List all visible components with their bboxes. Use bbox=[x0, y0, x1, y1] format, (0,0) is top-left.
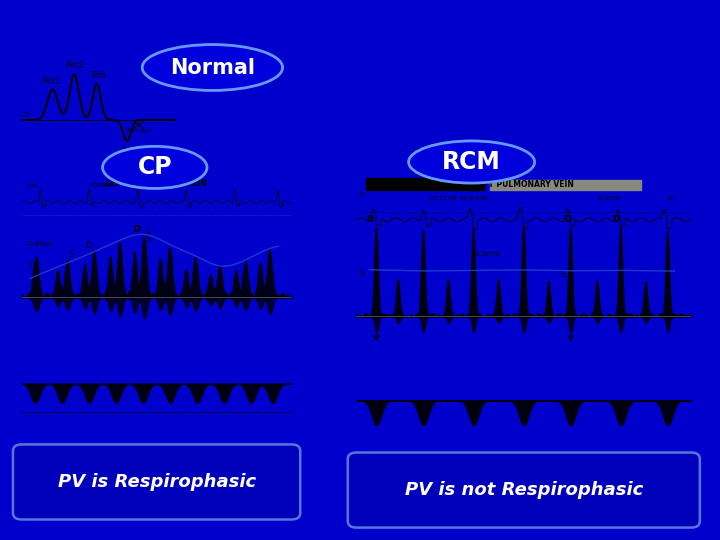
Text: D: D bbox=[366, 215, 374, 224]
Text: Normal: Normal bbox=[170, 57, 255, 78]
Text: D: D bbox=[564, 215, 571, 224]
Text: OE:21 PM  07-JUN-98: OE:21 PM 07-JUN-98 bbox=[430, 197, 487, 201]
Text: ↑: ↑ bbox=[27, 262, 33, 268]
Text: PV is Respirophasic: PV is Respirophasic bbox=[58, 473, 256, 491]
Text: D: D bbox=[24, 112, 29, 118]
Text: LEFT PULMONARY VEIN: LEFT PULMONARY VEIN bbox=[106, 179, 207, 188]
Text: ACUSON: ACUSON bbox=[598, 197, 621, 201]
Text: -1.0m/s: -1.0m/s bbox=[474, 251, 500, 257]
Text: RCM: RCM bbox=[442, 150, 501, 174]
Text: HOLMON: HOLMON bbox=[89, 183, 114, 188]
Text: S: S bbox=[360, 269, 364, 278]
Text: D: D bbox=[613, 215, 619, 224]
Text: PVa dur: PVa dur bbox=[127, 129, 151, 133]
Text: LEFT PULMONARY VEIN: LEFT PULMONARY VEIN bbox=[473, 180, 575, 190]
Text: D: D bbox=[360, 192, 364, 197]
Text: S: S bbox=[561, 270, 565, 279]
Text: S: S bbox=[145, 235, 150, 244]
Text: CP: CP bbox=[138, 156, 172, 179]
Text: PVa: PVa bbox=[120, 147, 134, 157]
Bar bbox=[490, 179, 641, 190]
Text: -nes: -nes bbox=[27, 183, 39, 188]
Text: PV is not Respirophasic: PV is not Respirophasic bbox=[405, 481, 643, 499]
Text: -0.6m/s: -0.6m/s bbox=[27, 241, 53, 247]
Text: PVs2: PVs2 bbox=[65, 61, 84, 70]
Text: D: D bbox=[85, 241, 91, 249]
Text: PVd: PVd bbox=[91, 71, 107, 80]
Text: ↓: ↓ bbox=[145, 227, 151, 237]
Text: PVs1: PVs1 bbox=[41, 77, 60, 85]
Text: S: S bbox=[69, 250, 73, 259]
Text: D: D bbox=[134, 226, 140, 234]
Bar bbox=[366, 178, 484, 190]
Text: SC: SC bbox=[667, 197, 675, 201]
